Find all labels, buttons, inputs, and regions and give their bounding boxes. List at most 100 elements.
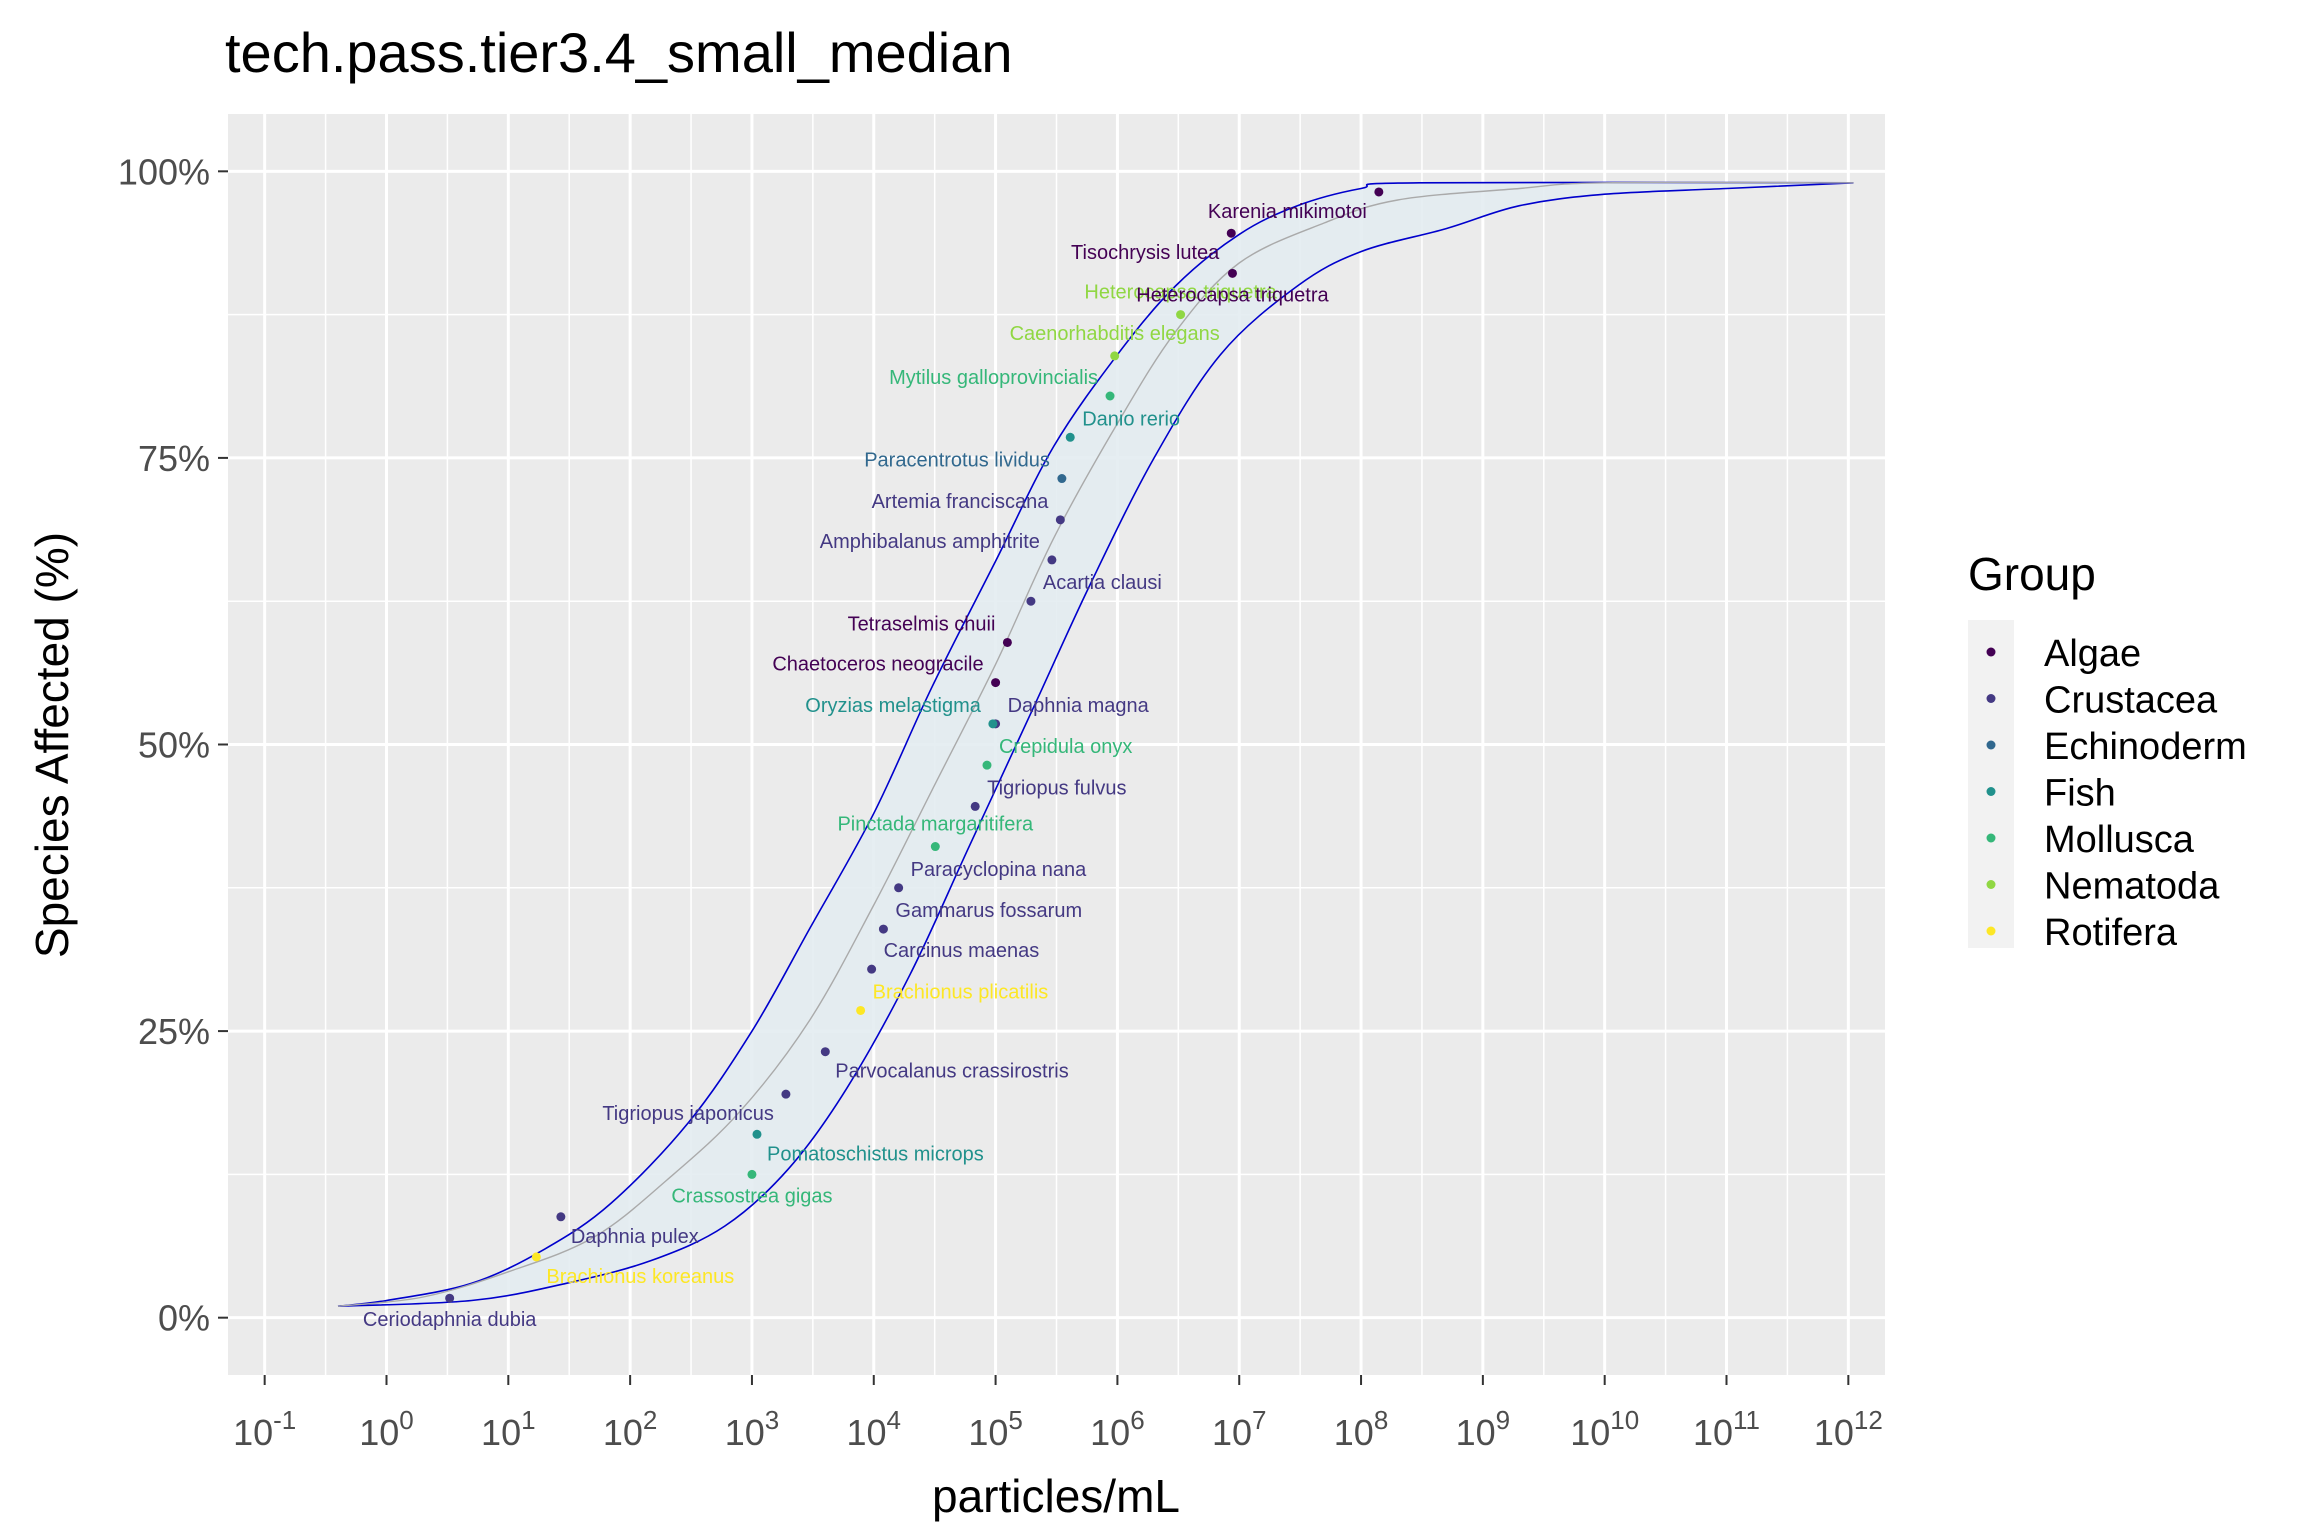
x-tick-label: 100 [359, 1405, 414, 1453]
point-label: Tisochrysis lutea [1071, 242, 1220, 264]
data-point [1057, 474, 1067, 484]
data-point [1047, 555, 1057, 565]
grid-major [228, 114, 1885, 1375]
x-tick-label: 1011 [1693, 1405, 1760, 1453]
x-tick-label: 1010 [1570, 1405, 1639, 1453]
point-label: Tigriopus fulvus [987, 777, 1126, 799]
y-tick-label: 75% [138, 438, 210, 479]
point-label: Brachionus koreanus [546, 1266, 734, 1288]
band-lower-line [337, 182, 1854, 1307]
point-label: Crassostrea gigas [671, 1185, 832, 1207]
data-point [1374, 187, 1384, 197]
data-point [1065, 432, 1075, 442]
y-tick-label: 50% [138, 725, 210, 766]
data-point [820, 1047, 830, 1057]
y-axis-title: Species Affected (%) [26, 532, 78, 958]
point-label: Danio rerio [1082, 408, 1180, 430]
band-fill [338, 182, 1854, 1307]
data-point [1110, 351, 1120, 361]
legend-key [1986, 694, 1996, 703]
legend-label: Echinoderm [2044, 726, 2247, 768]
plot-panel: Ceriodaphnia dubia Brachionus koreanus Dap… [228, 114, 1885, 1375]
point-label: Brachionus plicatilis [873, 981, 1049, 1003]
x-tick-label: 108 [1334, 1405, 1389, 1453]
data-point [1226, 228, 1236, 238]
data-point [445, 1293, 455, 1303]
point-label: Paracentrotus lividus [864, 450, 1050, 472]
point-label: Parvocalanus crassirostris [835, 1061, 1068, 1083]
point-label: Paracyclopina nana [911, 859, 1088, 881]
x-tick-label: 109 [1456, 1405, 1511, 1453]
x-tick-label: 102 [603, 1405, 658, 1453]
median-line [337, 181, 1854, 1307]
point-label: Tigriopus japonicus [602, 1103, 774, 1125]
point-label: Ceriodaphnia dubia [363, 1309, 537, 1331]
legend-key [1986, 833, 1996, 843]
point-label: Tetraselmis chuii [848, 613, 996, 635]
data-point [556, 1212, 566, 1222]
data-point [1105, 391, 1115, 401]
x-tick-label: 103 [725, 1405, 780, 1453]
point-label: Pomatoschistus microps [767, 1143, 984, 1165]
point-label: Heterocapsa triquetra [1136, 284, 1329, 306]
data-point [531, 1252, 541, 1262]
legend-key [1986, 647, 1996, 657]
data-point [982, 760, 992, 770]
x-tick-label: 10-1 [233, 1405, 296, 1453]
point-label: Mytilus galloprovincialis [889, 367, 1098, 389]
point-label: Amphibalanus amphitrite [820, 531, 1040, 553]
y-tick-label: 25% [138, 1011, 210, 1052]
data-point [752, 1129, 762, 1139]
legend-key [1986, 926, 1996, 936]
point-label: Pinctada margaritifera [837, 814, 1034, 836]
point-label: Artemia franciscana [872, 491, 1050, 513]
data-point [930, 842, 940, 852]
x-axis: 10-1 100 101 102 103 104 105 106 107 108 109 1010 10… [233, 1375, 1883, 1453]
legend-title: Group [1968, 548, 2096, 600]
point-label: Carcinus maenas [884, 940, 1040, 962]
point-label: Acartia clausi [1043, 572, 1162, 594]
point-label: Oryzias melastigma [805, 695, 981, 717]
x-tick-label: 106 [1090, 1405, 1145, 1453]
data-point [894, 883, 904, 893]
data-point [970, 801, 980, 811]
legend-label: Nematoda [2044, 866, 2220, 908]
legend-label: Rotifera [2044, 912, 2178, 954]
point-label: Caenorhabditis elegans [1010, 323, 1220, 345]
x-axis-title: particles/mL [932, 1470, 1180, 1522]
confidence-band [337, 181, 1854, 1307]
x-tick-label: 107 [1212, 1405, 1267, 1453]
y-tick-label: 0% [158, 1298, 210, 1339]
y-tick-label: 100% [118, 151, 210, 192]
data-point [1176, 310, 1186, 320]
data-point [878, 924, 888, 934]
point-label: Heterocapsa triquetra [1084, 282, 1277, 304]
chart-title: tech.pass.tier3.4_small_median [225, 21, 1013, 84]
point-label: Daphnia magna [1008, 695, 1150, 717]
data-point [781, 1089, 791, 1099]
y-axis: 0% 25% 50% 75% 100% [118, 151, 228, 1339]
x-tick-label: 1012 [1814, 1405, 1883, 1453]
legend-label: Crustacea [2044, 680, 2218, 722]
point-labels: Ceriodaphnia dubia Brachionus koreanus Dap… [363, 201, 1367, 1331]
legend-label: Mollusca [2044, 819, 2195, 861]
data-points [445, 187, 1384, 1303]
data-point [1227, 268, 1237, 278]
legend-key [1986, 787, 1996, 796]
data-point [991, 678, 1001, 688]
legend-key-background [1968, 620, 2014, 948]
data-point [856, 1005, 866, 1015]
band-upper-line [337, 181, 1854, 1307]
point-label: Karenia mikimotoi [1208, 201, 1367, 223]
data-point [867, 964, 877, 974]
x-tick-label: 105 [968, 1405, 1023, 1453]
data-point [1026, 596, 1036, 606]
point-label: Crepidula onyx [999, 736, 1132, 758]
data-point [747, 1169, 757, 1179]
legend-key [1986, 740, 1996, 750]
data-point [988, 719, 998, 729]
legend-label: Fish [2044, 773, 2116, 815]
